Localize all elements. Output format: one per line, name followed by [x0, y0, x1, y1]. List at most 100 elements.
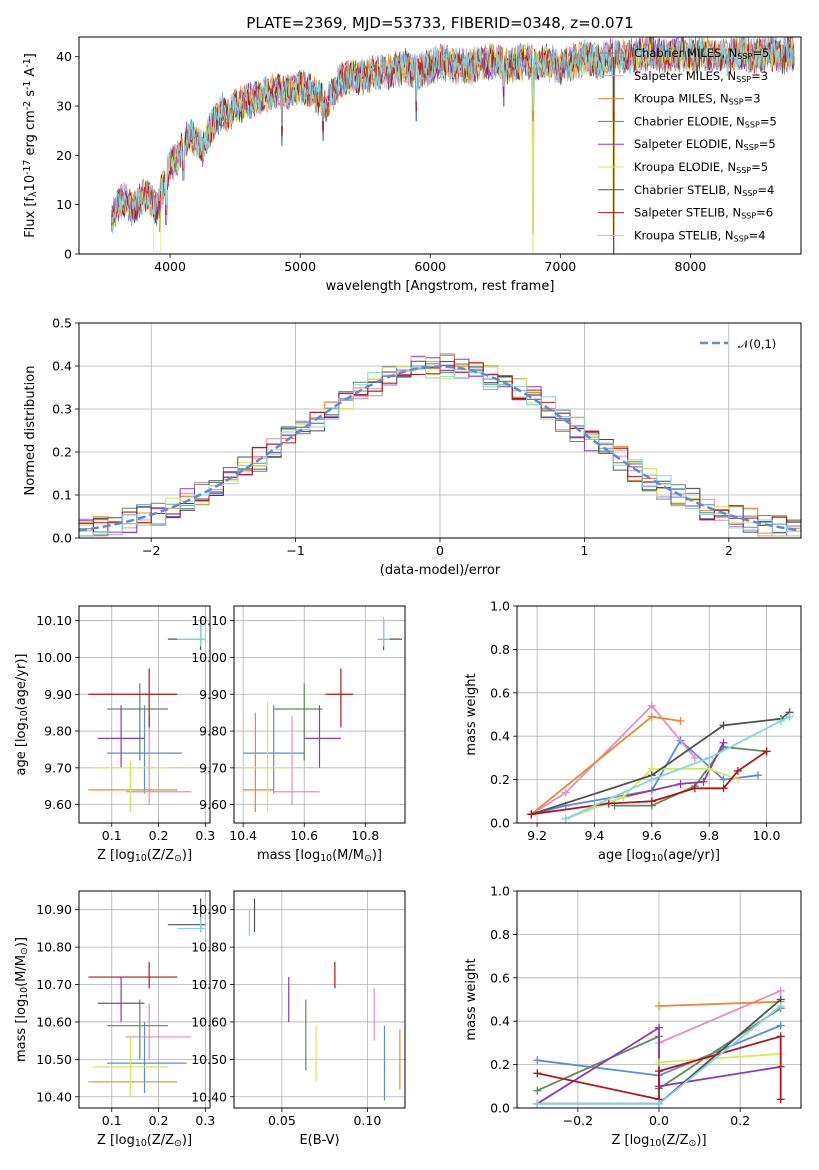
x-tick-label: 0.3: [195, 828, 215, 843]
axes-frame: [78, 890, 211, 1109]
x-tick-label: 0.3: [195, 1113, 215, 1128]
x-tick-label: 0.0: [649, 1113, 669, 1128]
x-axis-label: (data-model)/error: [380, 563, 501, 578]
y-tick-label: 0.5: [52, 316, 72, 331]
y-tick-label: 10.50: [191, 1052, 227, 1067]
y-tick-label: 10.00: [191, 650, 227, 665]
y-tick-label: 0.2: [490, 772, 510, 787]
y-tick-label: 10.00: [36, 650, 72, 665]
y-tick-label: 20: [56, 148, 72, 163]
panel-residual-histogram: −2 −1 0 1 2 0.0 0.1 0.2 0.3 0.4 0.5 (data-model)/er…: [23, 316, 802, 578]
x-tick-label: 8000: [675, 259, 707, 274]
y-tick-label: 10.90: [191, 902, 227, 917]
x-axis-label: wavelength [Angstrom, rest frame]: [326, 279, 555, 294]
y-tick-label: 9.90: [44, 687, 72, 702]
y-axis-label: mass weight: [464, 673, 479, 755]
axes-frame: [233, 605, 406, 824]
spectrum-line: [111, 37, 795, 234]
x-tick-label: 2: [725, 543, 733, 558]
x-tick-label: 9.6: [642, 828, 662, 843]
x-tick-label: 7000: [544, 259, 576, 274]
panel-mass-weight-vs-Z: −0.2 0.0 0.2 0.0 0.2 0.4 0.6 0.8 1.0 Z [log10(Z/Z…: [464, 884, 802, 1149]
y-tick-label: 0.4: [490, 1014, 510, 1029]
legend-entry: Kroupa MILES, NSSP=3: [634, 92, 761, 107]
x-tick-label: 1: [580, 543, 588, 558]
legend-entry: Salpeter MILES, NSSP=3: [634, 69, 768, 84]
y-tick-label: 0.2: [490, 1057, 510, 1072]
panel-age-vs-Z: 0.1 0.2 0.3 9.60 9.70 9.80 9.90 10.00 10.10 Z [lo…: [14, 605, 215, 864]
y-tick-label: 0.8: [490, 642, 510, 657]
x-axis-label: Z [log10(Z/Z⊙)]: [97, 848, 192, 864]
plot-area: [88, 898, 206, 1097]
x-tick-label: 0.1: [102, 828, 122, 843]
y-tick-label: 10.50: [36, 1052, 72, 1067]
axes-frame: [78, 36, 802, 255]
x-tick-label: 0.10: [353, 1113, 381, 1128]
panel-age-vs-mass: 10.4 10.6 10.8 9.60 9.70 9.80 9.90 10.00 10.10 ma…: [191, 605, 406, 864]
x-axis-label: age [log10(age/yr)]: [598, 848, 720, 864]
y-tick-label: 10.80: [36, 940, 72, 955]
legend-entry: Salpeter ELODIE, NSSP=5: [634, 137, 776, 152]
weight-series-line: [530, 704, 696, 816]
y-tick-label: 10.10: [191, 613, 227, 628]
legend-entry: Kroupa ELODIE, NSSP=5: [634, 160, 768, 175]
x-tick-label: 0.1: [102, 1113, 122, 1128]
figure-title: PLATE=2369, MJD=53733, FIBERID=0348, z=0…: [246, 14, 633, 32]
legend-entry: Kroupa STELIB, NSSP=4: [634, 228, 766, 243]
plot-area: [527, 701, 794, 823]
y-tick-label: 0.8: [490, 927, 510, 942]
y-tick-label: 9.90: [199, 687, 227, 702]
y-tick-label: 10.40: [36, 1089, 72, 1104]
x-tick-label: −2: [142, 543, 160, 558]
y-tick-label: 0.0: [52, 531, 72, 546]
y-tick-label: 10.80: [191, 940, 227, 955]
axes-frame: [516, 605, 802, 824]
legend-entry: Chabrier ELODIE, NSSP=5: [634, 114, 777, 129]
plot-area: [533, 986, 785, 1108]
y-tick-label: 10.40: [191, 1089, 227, 1104]
histogram-series: [79, 367, 801, 538]
y-tick-label: 10.60: [191, 1014, 227, 1029]
y-tick-label: 0.4: [52, 359, 72, 374]
y-tick-label: 1.0: [490, 884, 510, 899]
legend-entry: 𝒩(0,1): [738, 337, 776, 351]
y-tick-label: 0.4: [490, 729, 510, 744]
y-tick-label: 9.80: [44, 724, 72, 739]
y-axis-label: age [log10(age/yr)]: [14, 654, 30, 776]
y-tick-label: 10.90: [36, 902, 72, 917]
panel-spectrum: 4000 5000 6000 7000 8000 0 10 20 30 40 wavelength …: [22, 36, 802, 294]
y-tick-label: 0.0: [490, 816, 510, 831]
x-tick-label: 10.6: [290, 828, 318, 843]
y-tick-label: 0.6: [490, 685, 510, 700]
y-tick-label: 0.3: [52, 402, 72, 417]
x-axis-label: E(B-V): [299, 1133, 339, 1148]
x-tick-label: 0.2: [730, 1113, 750, 1128]
y-axis-label: mass weight: [464, 958, 479, 1040]
weight-series-line: [536, 1026, 781, 1105]
y-tick-label: 10.70: [191, 977, 227, 992]
y-axis-label: Normed distribution: [23, 366, 38, 496]
y-tick-label: 9.60: [199, 797, 227, 812]
x-tick-label: 10.8: [351, 828, 379, 843]
spectrum-line: [111, 37, 795, 252]
x-axis-label: Z [log10(Z/Z⊙)]: [97, 1133, 192, 1149]
legend-entry: Salpeter STELIB, NSSP=6: [634, 206, 773, 221]
y-tick-label: 10.10: [36, 613, 72, 628]
plot-area: [88, 617, 206, 812]
x-tick-label: −0.2: [563, 1113, 593, 1128]
y-axis-label: mass [log10(M/M⊙)]: [14, 937, 30, 1062]
x-axis-label: Z [log10(Z/Z⊙)]: [611, 1133, 706, 1149]
plot-area: [79, 353, 801, 538]
plot-area: [111, 37, 795, 254]
y-tick-label: 9.80: [199, 724, 227, 739]
axes-frame: [516, 890, 802, 1109]
y-tick-label: 9.60: [44, 797, 72, 812]
y-tick-label: 0.6: [490, 970, 510, 985]
y-tick-label: 0.2: [52, 445, 72, 460]
y-tick-label: 1.0: [490, 599, 510, 614]
plot-area: [243, 617, 402, 812]
panel-mass-weight-vs-age: 9.2 9.4 9.6 9.8 10.0 0.0 0.2 0.4 0.6 0.8 1.0 age [l…: [464, 599, 802, 864]
x-axis-label: mass [log10(M/M⊙)]: [257, 848, 382, 864]
y-tick-label: 0.1: [52, 488, 72, 503]
x-tick-label: 5000: [284, 259, 316, 274]
